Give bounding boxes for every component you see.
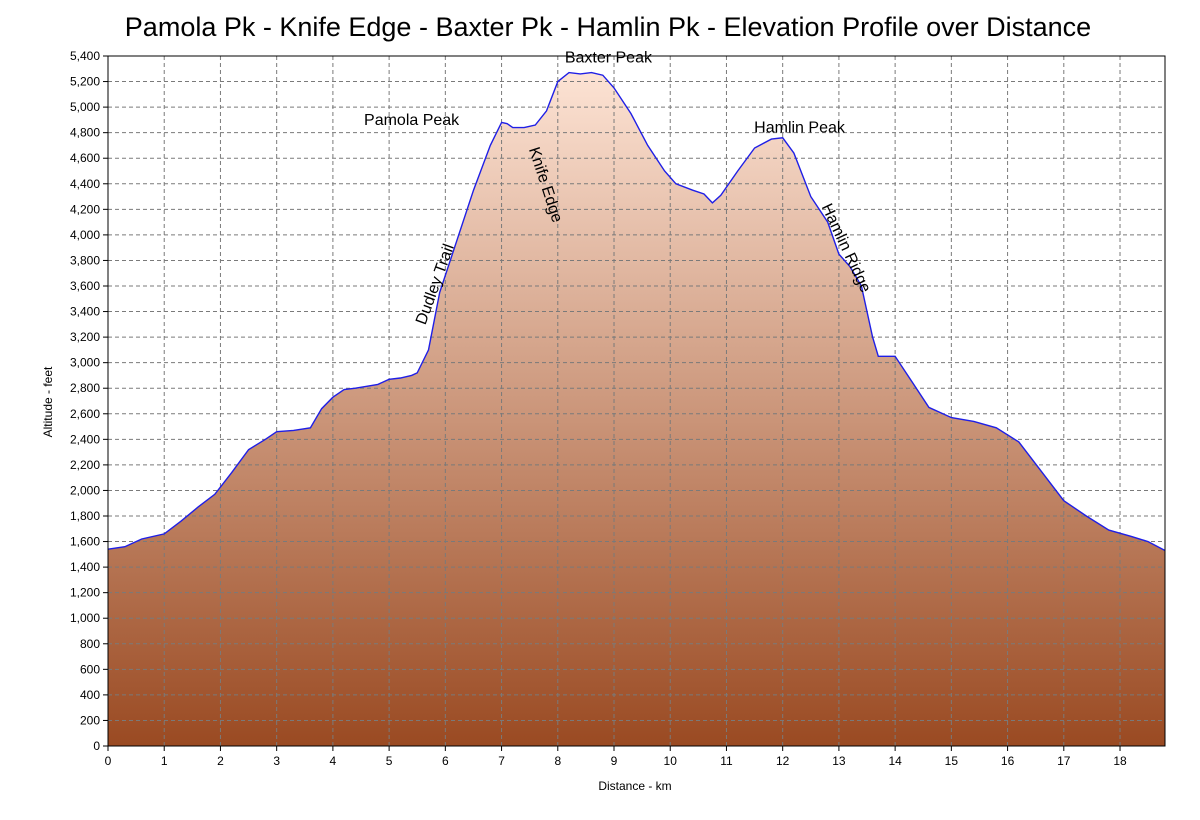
y-tick-label: 2,000 bbox=[70, 483, 100, 497]
y-tick-label: 4,000 bbox=[70, 228, 100, 242]
y-tick-label: 4,800 bbox=[70, 126, 100, 140]
x-tick-label: 1 bbox=[161, 754, 168, 768]
y-tick-label: 5,400 bbox=[70, 49, 100, 63]
y-tick-label: 1,000 bbox=[70, 611, 100, 625]
x-tick-label: 8 bbox=[554, 754, 561, 768]
x-tick-label: 3 bbox=[273, 754, 280, 768]
annotation-label: Hamlin Peak bbox=[754, 120, 846, 137]
x-tick-label: 13 bbox=[832, 754, 846, 768]
annotation-label: Baxter Peak bbox=[565, 49, 653, 66]
y-tick-label: 600 bbox=[80, 662, 100, 676]
x-tick-label: 18 bbox=[1113, 754, 1127, 768]
y-tick-label: 2,400 bbox=[70, 432, 100, 446]
y-tick-label: 0 bbox=[93, 739, 100, 753]
y-tick-label: 400 bbox=[80, 688, 100, 702]
y-tick-label: 5,200 bbox=[70, 75, 100, 89]
y-tick-label: 800 bbox=[80, 637, 100, 651]
x-tick-label: 9 bbox=[611, 754, 618, 768]
y-tick-label: 3,200 bbox=[70, 330, 100, 344]
y-tick-label: 2,800 bbox=[70, 381, 100, 395]
x-tick-label: 12 bbox=[776, 754, 790, 768]
y-tick-label: 1,400 bbox=[70, 560, 100, 574]
x-tick-label: 15 bbox=[945, 754, 959, 768]
y-tick-label: 1,200 bbox=[70, 586, 100, 600]
x-tick-label: 4 bbox=[330, 754, 337, 768]
y-tick-label: 3,600 bbox=[70, 279, 100, 293]
x-tick-label: 7 bbox=[498, 754, 505, 768]
x-tick-label: 14 bbox=[888, 754, 902, 768]
y-tick-label: 4,200 bbox=[70, 202, 100, 216]
y-tick-label: 3,000 bbox=[70, 356, 100, 370]
annotation-label: Pamola Peak bbox=[364, 112, 460, 129]
y-tick-label: 5,000 bbox=[70, 100, 100, 114]
x-tick-label: 17 bbox=[1057, 754, 1071, 768]
elevation-area-layer bbox=[108, 72, 1165, 747]
x-tick-label: 11 bbox=[720, 754, 733, 768]
x-tick-label: 5 bbox=[386, 754, 393, 768]
x-tick-label: 0 bbox=[105, 754, 112, 768]
x-tick-label: 6 bbox=[442, 754, 449, 768]
chart-title: Pamola Pk - Knife Edge - Baxter Pk - Ham… bbox=[125, 12, 1091, 42]
x-tick-label: 2 bbox=[217, 754, 224, 768]
plot-frame bbox=[107, 55, 1166, 747]
y-tick-label: 1,600 bbox=[70, 535, 100, 549]
y-tick-label: 200 bbox=[80, 713, 100, 727]
axis-layer: 0 1 2 3 4 5 6 7 8 9 10 11 12 13 14 15 16 17 18020040060080… bbox=[70, 49, 1166, 768]
elevation-line bbox=[107, 71, 1166, 552]
grid-layer bbox=[108, 55, 1165, 746]
x-tick-label: 10 bbox=[664, 754, 678, 768]
y-tick-label: 4,600 bbox=[70, 151, 100, 165]
y-axis-title: Altitude - feet bbox=[41, 366, 55, 437]
y-tick-label: 2,200 bbox=[70, 458, 100, 472]
y-tick-label: 3,400 bbox=[70, 305, 100, 319]
y-tick-label: 1,800 bbox=[70, 509, 100, 523]
x-tick-label: 16 bbox=[1001, 754, 1015, 768]
y-tick-label: 3,800 bbox=[70, 253, 100, 267]
y-tick-label: 2,600 bbox=[70, 407, 100, 421]
elevation-line-layer bbox=[107, 71, 1166, 552]
elevation-area bbox=[108, 72, 1165, 747]
x-axis-title: Distance - km bbox=[598, 779, 671, 793]
y-tick-label: 4,400 bbox=[70, 177, 100, 191]
